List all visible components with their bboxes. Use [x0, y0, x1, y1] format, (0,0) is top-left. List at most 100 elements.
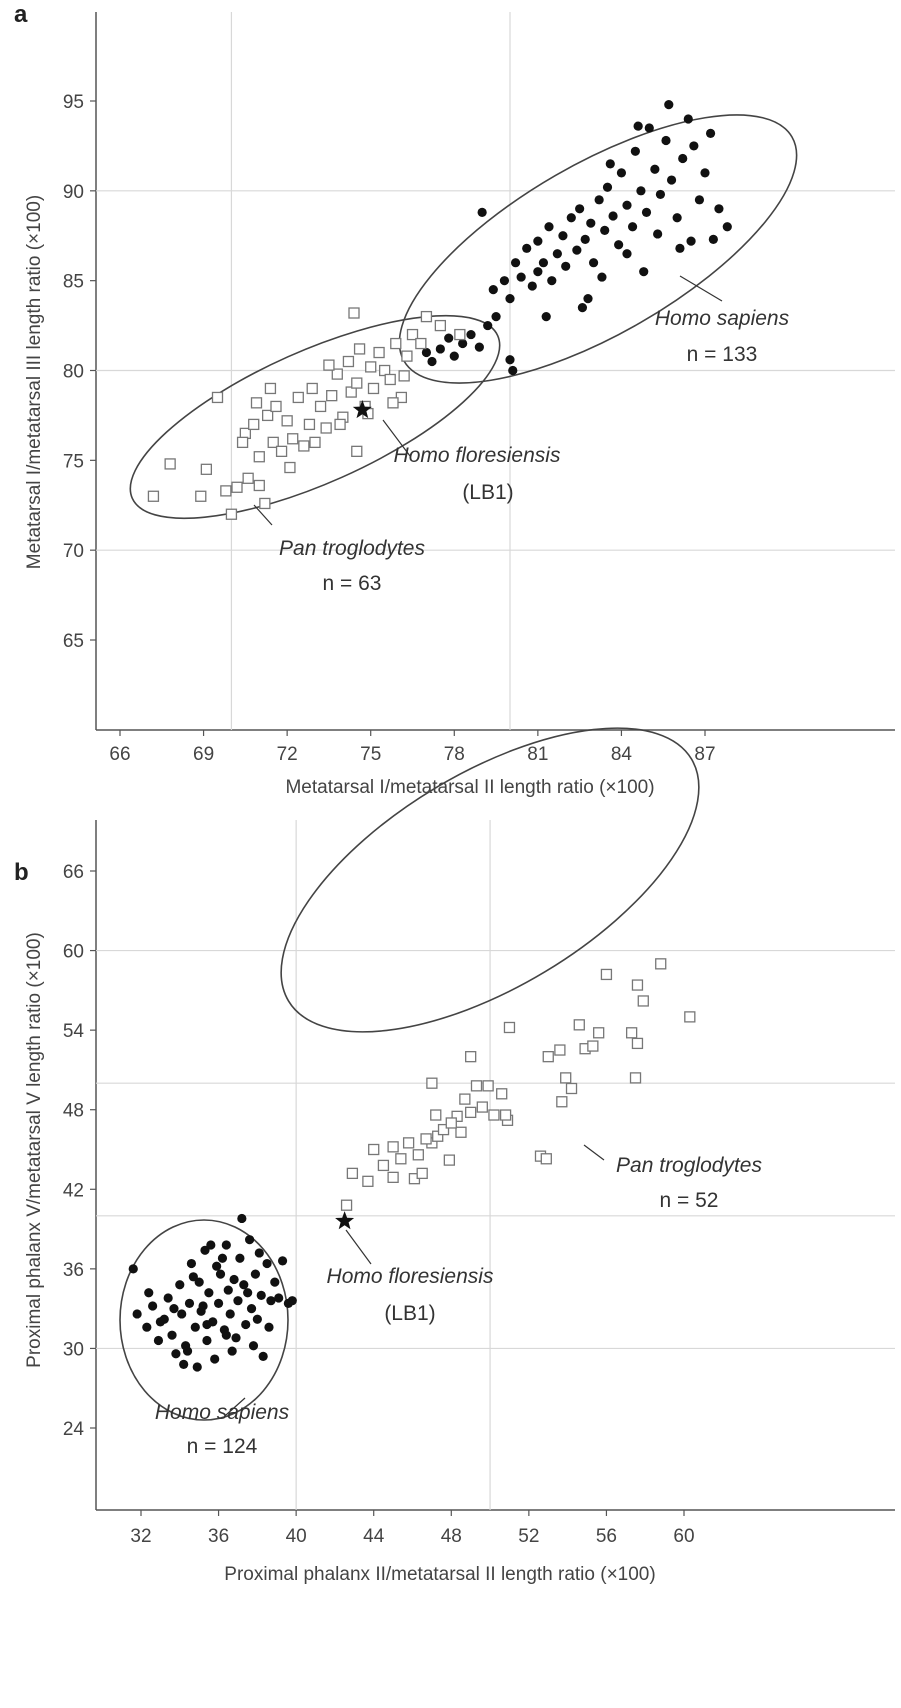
y-tick-label: 36 — [63, 1260, 84, 1281]
pan-troglodytes-point — [287, 433, 299, 445]
x-tick-label: 81 — [527, 744, 548, 765]
homo-sapiens-point — [686, 236, 696, 246]
homo-sapiens-n-a: n = 133 — [687, 343, 758, 366]
pan-troglodytes-point — [387, 1141, 399, 1153]
pan-troglodytes-point — [600, 968, 613, 981]
homo-sapiens-point — [575, 204, 585, 214]
homo-sapiens-point — [144, 1288, 154, 1298]
pan-troglodytes-point — [284, 461, 296, 474]
panel-a-x-axis-title: Metatarsal I/metatarsal II length ratio … — [285, 777, 654, 798]
y-tick-label: 60 — [63, 942, 84, 963]
homo-sapiens-point — [188, 1272, 198, 1282]
homo-sapiens-point — [583, 294, 593, 304]
homo-sapiens-point — [672, 213, 682, 223]
homo-sapiens-point — [179, 1359, 189, 1369]
homo-sapiens-ellipse-a — [398, 114, 798, 384]
y-tick-label: 80 — [63, 362, 84, 383]
pan-troglodytes-point — [253, 479, 265, 492]
homo-sapiens-point — [182, 1346, 193, 1356]
pan-troglodytes-point — [253, 451, 265, 463]
pan-troglodytes-point — [248, 418, 260, 431]
homo-floresiensis-sublabel-a: (LB1) — [462, 481, 513, 504]
homo-sapiens-point — [527, 281, 537, 291]
pan-troglodytes-point — [451, 1110, 463, 1122]
homo-sapiens-point — [586, 218, 596, 228]
homo-sapiens-point — [661, 135, 671, 146]
x-tick-label: 66 — [109, 744, 130, 765]
homo-sapiens-point — [636, 186, 646, 196]
homo-sapiens-point — [277, 1256, 288, 1266]
homo-sapiens-point — [163, 1293, 173, 1303]
y-tick-label: 66 — [63, 862, 84, 883]
homo-sapiens-point — [602, 182, 613, 192]
pan-troglodytes-point — [384, 373, 396, 386]
homo-sapiens-point — [235, 1253, 245, 1263]
homo-sapiens-point — [508, 365, 518, 376]
pan-troglodytes-point — [437, 1123, 450, 1136]
pan-troglodytes-point — [625, 1027, 638, 1039]
homo-sapiens-point — [128, 1264, 138, 1274]
pan-troglodytes-point — [261, 409, 274, 422]
pan-troglodytes-point — [306, 382, 318, 395]
pan-troglodytes-point — [362, 1175, 374, 1187]
homo-sapiens-point — [264, 1322, 274, 1332]
pan-troglodytes-point — [401, 350, 413, 362]
pan-troglodytes-point — [684, 1011, 696, 1023]
homo-sapiens-point — [250, 1269, 261, 1279]
homo-sapiens-point — [254, 1248, 264, 1258]
pan-troglodytes-label-a: Pan troglodytes — [279, 537, 425, 560]
homo-sapiens-leader-b — [225, 1397, 246, 1416]
pan-troglodytes-point — [406, 328, 419, 341]
pan-troglodytes-point — [275, 445, 288, 458]
homo-sapiens-point — [630, 146, 640, 156]
pan-troglodytes-label-b: Pan troglodytes — [616, 1154, 762, 1177]
y-tick-label: 75 — [63, 451, 84, 472]
pan-troglodytes-point — [565, 1082, 578, 1095]
pan-troglodytes-point — [560, 1072, 572, 1084]
homo-sapiens-point — [678, 153, 688, 164]
homo-sapiens-point — [666, 175, 677, 185]
y-tick-label: 54 — [63, 1021, 85, 1042]
homo-sapiens-point — [622, 249, 632, 259]
pan-troglodytes-leader-b — [583, 1144, 605, 1161]
pan-troglodytes-point — [390, 337, 402, 350]
x-tick-label: 44 — [363, 1526, 385, 1547]
homo-sapiens-ellipse-b — [119, 1219, 289, 1421]
homo-sapiens-point — [477, 207, 487, 217]
homo-sapiens-point — [483, 320, 493, 331]
homo-sapiens-point — [664, 99, 674, 110]
pan-troglodytes-point — [470, 1080, 483, 1092]
pan-troglodytes-point — [250, 397, 263, 409]
homo-sapiens-point — [171, 1349, 181, 1359]
pan-troglodytes-point — [314, 400, 327, 413]
y-tick-label: 42 — [63, 1180, 84, 1201]
pan-troglodytes-point — [331, 368, 343, 380]
pan-troglodytes-point — [637, 995, 649, 1007]
y-tick-label: 70 — [63, 541, 84, 562]
pan-troglodytes-point — [195, 490, 207, 502]
homo-sapiens-point — [421, 347, 432, 358]
panel-a-chart: 65 70 75 80 85 90 95 66 69 72 75 78 81 84 87 Homo sap… — [24, 12, 895, 798]
homo-sapiens-point — [558, 231, 568, 241]
pan-troglodytes-point — [573, 1019, 585, 1031]
x-tick-label: 36 — [208, 1526, 229, 1547]
pan-troglodytes-point — [281, 415, 293, 427]
pan-troglodytes-point — [503, 1021, 516, 1034]
homo-sapiens-point — [287, 1296, 297, 1306]
pan-troglodytes-point — [420, 310, 433, 323]
homo-sapiens-point — [714, 204, 724, 214]
homo-sapiens-point — [245, 1235, 255, 1245]
homo-sapiens-point — [608, 211, 618, 221]
homo-floresiensis-star-point — [335, 1211, 355, 1230]
pan-troglodytes-point — [236, 436, 249, 449]
pan-troglodytes-point — [488, 1109, 500, 1121]
homo-sapiens-point — [572, 245, 582, 255]
homo-sapiens-point — [210, 1354, 220, 1364]
homo-sapiens-n-b: n = 124 — [187, 1435, 258, 1458]
homo-sapiens-point — [689, 141, 699, 151]
homo-sapiens-point — [142, 1322, 152, 1332]
pan-troglodytes-point — [147, 490, 160, 502]
homo-sapiens-label-a: Homo sapiens — [655, 307, 790, 330]
pan-troglodytes-point — [348, 307, 360, 319]
pan-troglodytes-n-a: n = 63 — [323, 572, 382, 595]
